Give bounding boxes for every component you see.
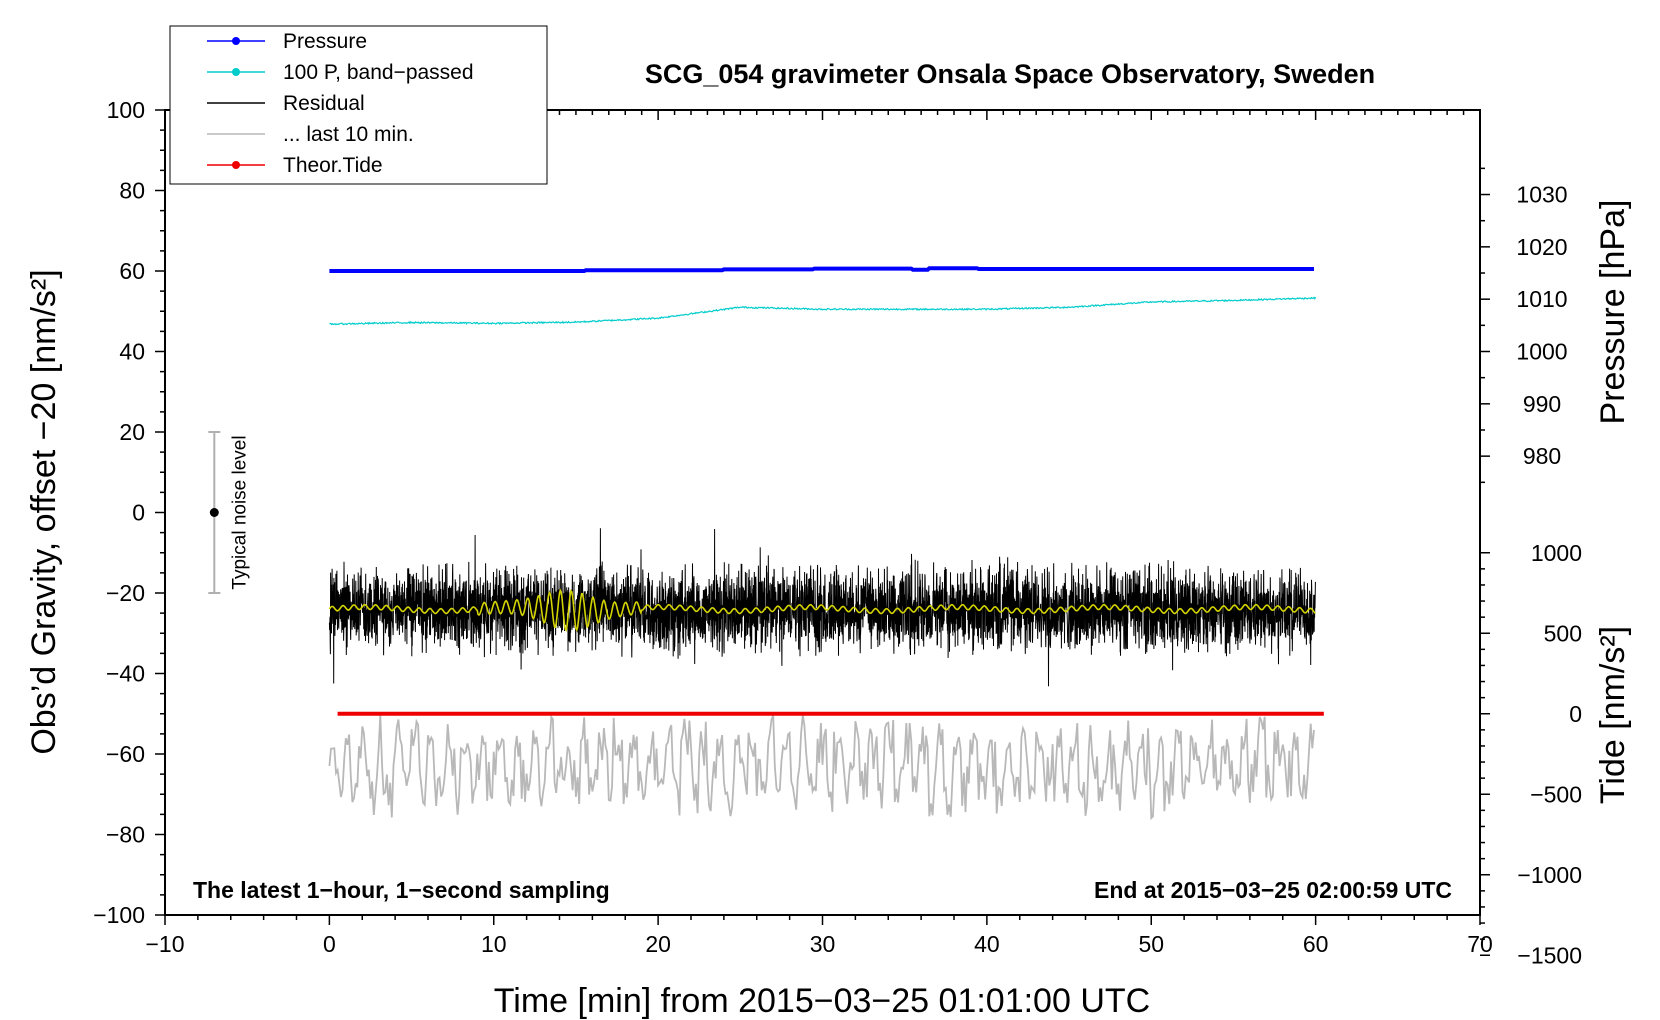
legend-marker-1 [232,68,240,76]
x-tick-label: 0 [323,931,336,957]
legend-marker-4 [232,161,240,169]
y-tick-label: 0 [132,500,145,526]
noise-bar-label: Typical noise level [229,435,250,589]
x-tick-label: −10 [145,931,184,957]
tide-tick-label: 1000 [1531,540,1582,566]
series-residual-line [328,528,1316,687]
chart-title: SCG_054 gravimeter Onsala Space Observat… [645,59,1375,89]
legend-box [169,25,548,185]
x-tick-label: 30 [810,931,836,957]
tide-tick-label: −1000 [1517,862,1582,888]
noise-bar: Typical noise level [208,431,250,594]
tide-tick-label: −500 [1530,781,1582,807]
series-band-passed-line [329,296,1317,326]
y-tick-label: −20 [106,580,145,606]
y-axis-title-tide: Tide [nm/s²] [1594,626,1632,804]
series-last-10-min-line [328,714,1315,821]
y-axis-title-pressure: Pressure [hPa] [1594,200,1632,425]
y-tick-label: 60 [119,258,145,284]
axis-ticks: −10 0 10 20 30 40 50 60 70100806040200−20−40−60−… [93,97,1582,968]
pressure-tick-label: 1020 [1516,234,1567,260]
y-axis-title-left: Obs’d Gravity, offset −20 [nm/s²] [25,269,63,754]
pressure-tick-label: 990 [1523,391,1561,417]
annotation-right: End at 2015−03−25 02:00:59 UTC [1094,877,1452,903]
legend-label-2: Residual [283,92,365,115]
x-tick-label: 40 [974,931,1000,957]
y-tick-label: −60 [106,741,145,767]
noise-bar-center-dot [209,508,219,517]
x-axis-title: Time [min] from 2015−03−25 01:01:00 UTC [494,982,1150,1020]
legend-label-4: Theor.Tide [283,154,383,177]
pressure-tick-label: 980 [1523,443,1561,469]
x-tick-label: 50 [1138,931,1164,957]
plot-frame [164,109,1481,916]
series-layer [328,266,1324,821]
y-tick-label: −40 [106,661,145,687]
y-tick-label: 20 [119,419,145,445]
legend-label-1: 100 P, band−passed [283,61,474,84]
legend: Pressure 100 P, band−passed Residual ... la… [169,25,548,185]
legend-label-3: ... last 10 min. [283,123,414,146]
tide-tick-label: 500 [1544,620,1582,646]
pressure-tick-label: 1030 [1516,182,1567,208]
pressure-tick-label: 1010 [1516,286,1567,312]
legend-marker-0 [232,37,240,45]
annotation-left: The latest 1−hour, 1−second sampling [193,877,610,903]
x-tick-label: 70 [1467,931,1493,957]
series-pressure-line [329,266,1314,273]
y-tick-label: −80 [106,822,145,848]
pressure-tick-label: 1000 [1516,339,1567,365]
x-tick-label: 20 [645,931,671,957]
legend-label-0: Pressure [283,30,367,53]
y-tick-label: 100 [107,97,145,123]
y-tick-label: −100 [93,902,145,928]
x-tick-label: 60 [1303,931,1329,957]
y-tick-label: 80 [119,178,145,204]
series-residual-smoothed-line [328,588,1317,633]
tide-tick-label: 0 [1569,701,1582,727]
x-tick-label: 10 [481,931,507,957]
tide-tick-label: −1500 [1517,942,1582,968]
y-tick-label: 40 [119,339,145,365]
